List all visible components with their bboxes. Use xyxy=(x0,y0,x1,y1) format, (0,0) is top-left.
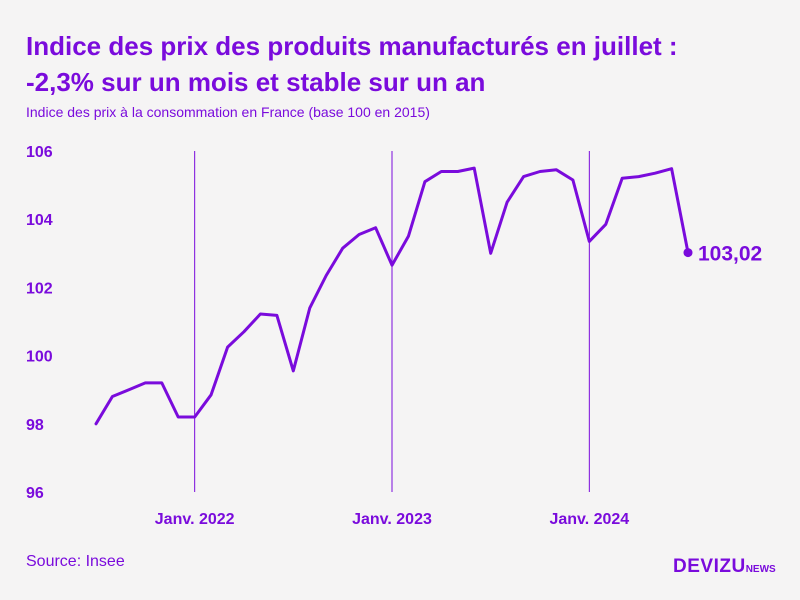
y-tick-label: 102 xyxy=(26,280,53,297)
annotation-layer: 103,02 xyxy=(683,243,762,266)
chart-title-line-2: -2,3% sur un mois et stable sur un an xyxy=(26,67,486,97)
x-axis: Janv. 2022 Janv. 2023 Janv. 2024 xyxy=(155,511,630,528)
series-layer xyxy=(94,166,690,426)
y-tick-label: 104 xyxy=(26,212,53,229)
chart-title: Indice des prix des produits manufacturé… xyxy=(26,28,786,100)
logo-main-text: DEVIZU xyxy=(673,556,746,577)
x-tick-label: Janv. 2023 xyxy=(352,511,432,528)
x-tick-label: Janv. 2022 xyxy=(155,511,235,528)
y-tick-label: 100 xyxy=(26,349,53,366)
last-value-marker xyxy=(683,248,693,258)
chart-title-line-1: Indice des prix des produits manufacturé… xyxy=(26,31,678,61)
source-note: Source: Insee xyxy=(26,553,125,570)
logo-sub-text: NEWS xyxy=(745,564,776,575)
last-value-label: 103,02 xyxy=(698,243,762,266)
y-tick-label: 98 xyxy=(26,417,44,434)
series-line xyxy=(94,166,690,426)
devizu-logo: DEVIZUNEWS xyxy=(673,556,776,578)
vertical-gridlines xyxy=(194,151,590,492)
y-tick-label: 106 xyxy=(26,144,53,161)
y-axis: 96 98 100 102 104 106 xyxy=(26,144,53,502)
y-tick-label: 96 xyxy=(26,485,44,502)
x-tick-label: Janv. 2024 xyxy=(549,511,629,528)
chart-subtitle: Indice des prix à la consommation en Fra… xyxy=(26,104,430,120)
